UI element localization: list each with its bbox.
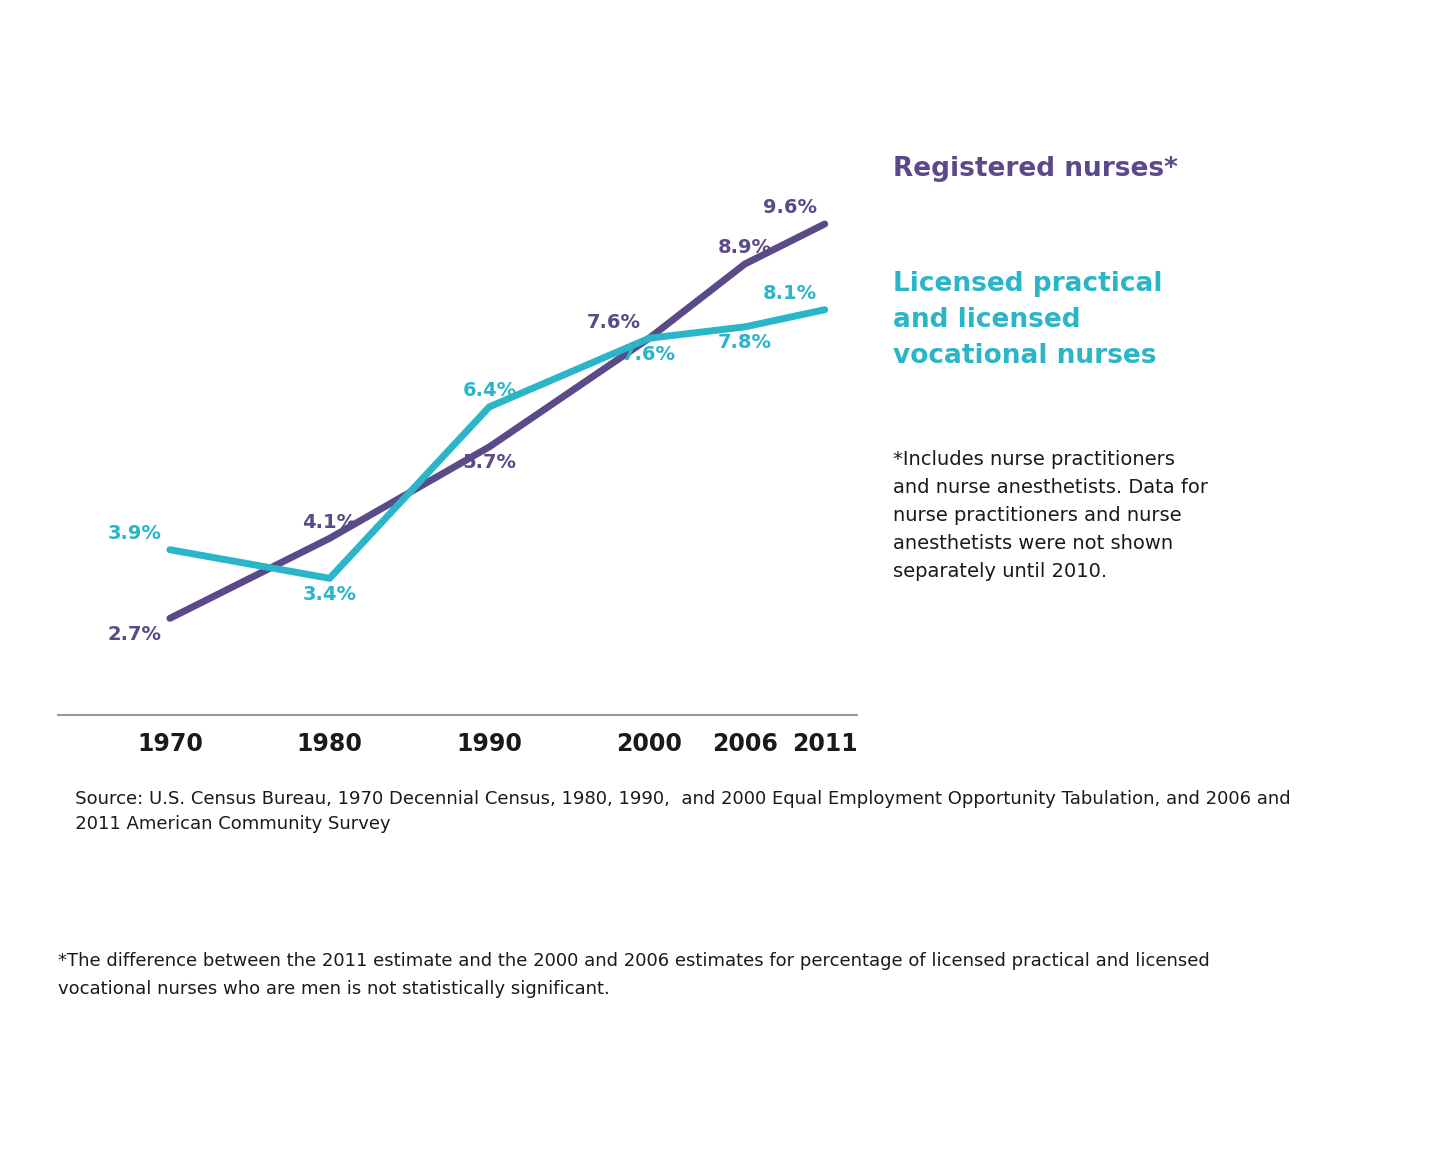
Text: 7.6%: 7.6% [621,345,677,364]
Text: 6.4%: 6.4% [462,381,517,400]
Text: 3.9%: 3.9% [107,524,163,544]
Text: 9.6%: 9.6% [762,198,817,217]
Text: 8.1%: 8.1% [762,284,817,304]
Text: Registered nurses*: Registered nurses* [893,156,1178,182]
Text: 2.7%: 2.7% [107,624,163,644]
Text: *The difference between the 2011 estimate and the 2000 and 2006 estimates for pe: *The difference between the 2011 estimat… [58,952,1210,998]
Text: *Includes nurse practitioners
and nurse anesthetists. Data for
nurse practitione: *Includes nurse practitioners and nurse … [893,450,1208,582]
Text: Source: U.S. Census Bureau, 1970 Decennial Census, 1980, 1990,  and 2000 Equal E: Source: U.S. Census Bureau, 1970 Decenni… [58,790,1291,833]
Text: 7.8%: 7.8% [717,334,772,352]
Text: 5.7%: 5.7% [462,454,517,472]
Text: 3.4%: 3.4% [302,585,357,604]
Text: 8.9%: 8.9% [717,239,772,257]
Text: 7.6%: 7.6% [587,313,642,332]
Text: 4.1%: 4.1% [302,512,357,532]
Text: Licensed practical
and licensed
vocational nurses: Licensed practical and licensed vocation… [893,271,1163,369]
